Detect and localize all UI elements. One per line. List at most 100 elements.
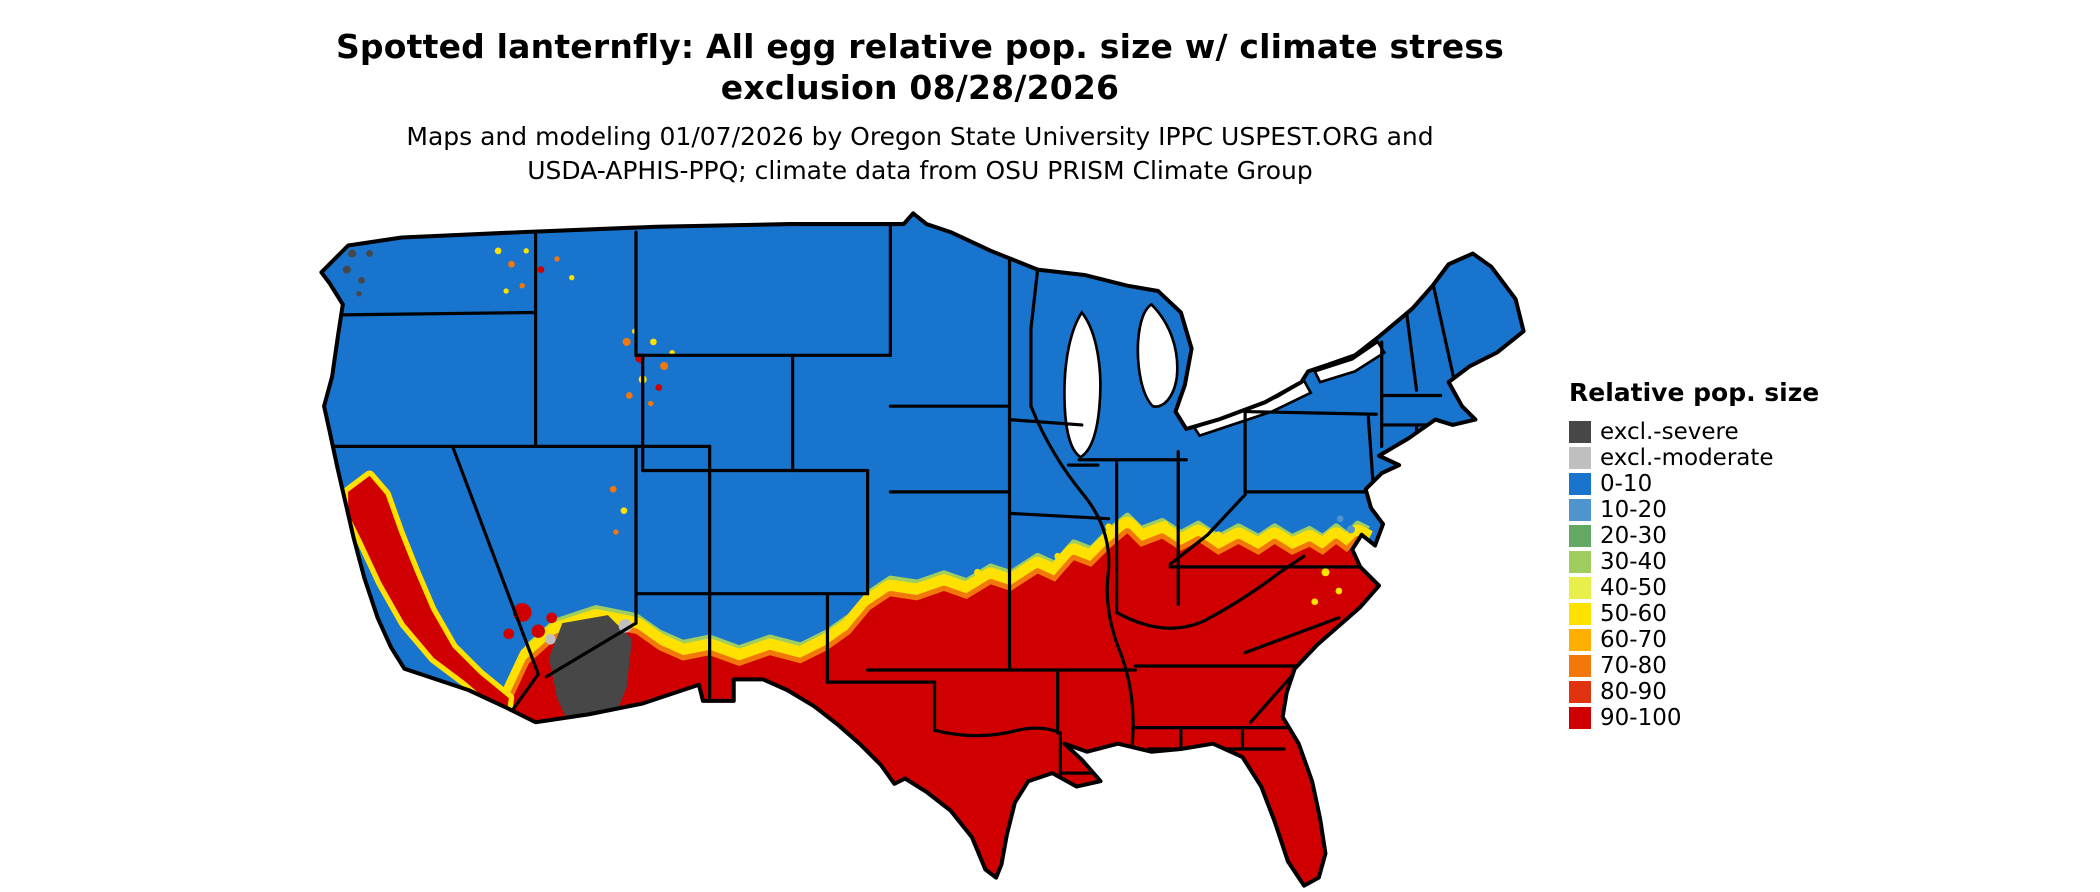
raster-cell — [866, 595, 875, 604]
legend-label: 0-10 — [1600, 471, 1653, 497]
raster-cell — [348, 249, 357, 258]
raster-cell — [1054, 552, 1062, 560]
raster-cell — [557, 727, 568, 739]
legend-item: 40-50 — [1569, 575, 1819, 601]
raster-cell — [1161, 520, 1169, 528]
state-border-line — [1302, 664, 1338, 730]
legend-item: 60-70 — [1569, 627, 1819, 653]
legend-label: 20-30 — [1600, 523, 1667, 549]
legend-item: 30-40 — [1569, 549, 1819, 575]
raster-cell — [650, 338, 657, 346]
raster-cell — [1336, 515, 1344, 523]
raster-cell — [531, 624, 545, 638]
exclusion-severe-region — [548, 615, 632, 739]
state-border-line — [1243, 616, 1341, 655]
raster-cell — [503, 288, 509, 294]
raster-cell — [613, 529, 619, 535]
legend-item: 80-90 — [1569, 679, 1819, 705]
legend-swatch — [1569, 499, 1591, 521]
raster-cell — [1346, 525, 1355, 534]
lake-michigan — [1063, 310, 1102, 459]
raster-cell — [519, 282, 525, 289]
state-border-line — [1428, 267, 1456, 382]
legend-label: 60-70 — [1600, 627, 1667, 653]
legend-title: Relative pop. size — [1569, 378, 1820, 407]
raster-cell — [648, 400, 654, 407]
legend-swatch — [1569, 707, 1591, 729]
legend-label: 70-80 — [1600, 653, 1667, 679]
raster-cell — [607, 716, 619, 728]
map-subtitle: Maps and modeling 01/07/2026 by Oregon S… — [0, 120, 1840, 188]
raster-cell — [622, 337, 631, 346]
legend-label: 50-60 — [1600, 601, 1667, 627]
raster-cell — [1335, 587, 1343, 595]
raster-cell — [974, 568, 981, 576]
raster-cell — [537, 266, 545, 273]
raster-cell — [358, 276, 365, 284]
legend-swatch — [1569, 629, 1591, 651]
legend-swatch — [1569, 681, 1591, 703]
us-outline — [319, 211, 1526, 888]
state-border-line — [1007, 511, 1111, 521]
state-border-line — [1029, 267, 1040, 408]
raster-cell — [609, 485, 617, 493]
raster-cell — [554, 256, 560, 262]
raster-cell — [625, 392, 633, 399]
raster-cell — [342, 265, 351, 274]
legend-rows: excl.-severe excl.-moderate 0-10 10-20 20-30… — [1569, 419, 1819, 731]
state-border-line — [1243, 409, 1378, 416]
state-border-line — [932, 726, 1063, 738]
legend-swatch — [1569, 551, 1591, 573]
raster-cell — [366, 250, 373, 257]
legend-swatch — [1569, 577, 1591, 599]
state-border-line — [1029, 404, 1148, 810]
legend-item: 20-30 — [1569, 523, 1819, 549]
legend-item: 90-100 — [1569, 705, 1819, 731]
legend-swatch — [1569, 603, 1591, 625]
raster-cell — [569, 274, 575, 281]
state-border-line — [450, 444, 541, 714]
legend-label: 40-50 — [1600, 575, 1667, 601]
raster-cell — [1215, 531, 1222, 539]
state-border-line — [1168, 492, 1247, 566]
raster-cell — [356, 291, 362, 297]
map-title: Spotted lanternfly: All egg relative pop… — [0, 26, 1840, 108]
legend-item: excl.-severe — [1569, 419, 1819, 445]
raster-cell — [1105, 523, 1112, 531]
legend-swatch — [1569, 421, 1591, 443]
map-title-line1: Spotted lanternfly: All egg relative pop… — [335, 27, 1505, 66]
legend-swatch — [1569, 447, 1591, 469]
map-subtitle-line2: USDA-APHIS-PPQ; climate data from OSU PR… — [527, 156, 1313, 185]
legend-label: 10-20 — [1600, 497, 1667, 523]
legend-item: 50-60 — [1569, 601, 1819, 627]
legend-swatch — [1569, 525, 1591, 547]
legend-item: 10-20 — [1569, 497, 1819, 523]
legend-item: 0-10 — [1569, 471, 1819, 497]
transition-band-70-80 — [505, 528, 1371, 707]
state-border-line — [544, 444, 638, 679]
raster-cell — [933, 576, 941, 584]
raster-cell — [544, 633, 556, 645]
lake-ontario — [1312, 340, 1387, 384]
map-title-line2: exclusion 08/28/2026 — [720, 68, 1120, 107]
raster-cell — [1321, 568, 1330, 577]
raster-cell — [508, 260, 515, 268]
raster-cell — [494, 247, 502, 255]
legend-label: 30-40 — [1600, 549, 1667, 575]
state-border-line — [1007, 417, 1084, 427]
raster-cell — [1311, 598, 1319, 606]
raster-cell — [546, 612, 558, 624]
legend-swatch — [1569, 473, 1591, 495]
map-legend: Relative pop. size excl.-severe excl.-mod… — [1569, 378, 1819, 731]
california-high-region — [348, 475, 509, 717]
legend-label: 80-90 — [1600, 679, 1667, 705]
legend-item: excl.-moderate — [1569, 445, 1819, 471]
raster-cell — [503, 628, 515, 640]
raster-cell — [655, 384, 663, 391]
legend-item: 70-80 — [1569, 653, 1819, 679]
transition-band-50-60 — [499, 516, 1373, 704]
raster-cell — [660, 362, 669, 371]
legend-swatch — [1569, 655, 1591, 677]
state-border-line — [1115, 554, 1306, 630]
